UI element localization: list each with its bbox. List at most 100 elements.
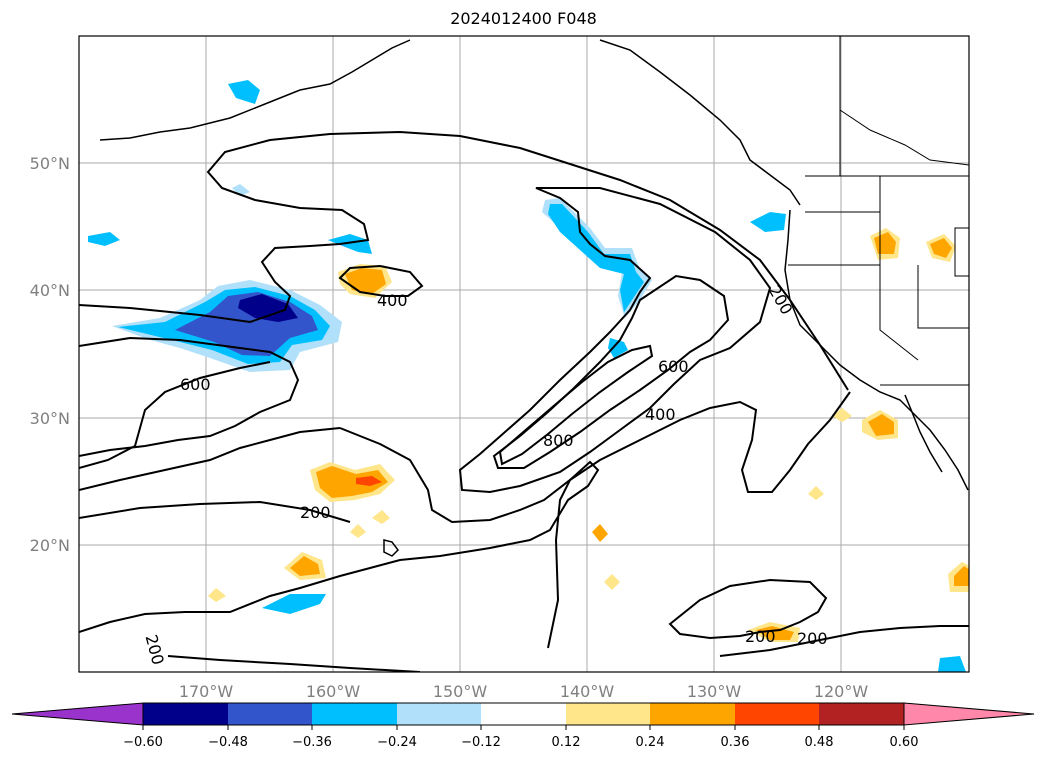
contour-200-southeast xyxy=(668,578,828,640)
chart-title: 2024012400 F048 xyxy=(450,9,597,28)
contour-200-bottom xyxy=(167,655,421,672)
coast-alaska-se xyxy=(599,39,801,206)
colorbar-segment xyxy=(481,703,566,725)
contour-600-west xyxy=(79,336,300,457)
contour-400-loop xyxy=(338,264,424,297)
lon-tick-label: 150°W xyxy=(433,682,488,701)
colorbar-tick-label: −0.12 xyxy=(461,735,501,750)
colorbar-extend-left xyxy=(11,702,144,726)
state-borders xyxy=(788,36,969,386)
contour-label-9: 200 xyxy=(797,629,828,648)
colorbar-extend-right xyxy=(903,702,1035,726)
contour-label-6: 400 xyxy=(645,405,676,424)
coast-aleutians xyxy=(99,39,411,141)
colorbar-tick-label: 0.24 xyxy=(636,735,665,750)
lon-tick-label: 170°W xyxy=(179,682,234,701)
contour-200-east xyxy=(79,460,600,649)
coast-baja xyxy=(904,394,943,473)
border-nv xyxy=(879,265,919,361)
lat-tick-labels: 50°N 40°N 30°N 20°N xyxy=(30,154,70,555)
shade-pos-small-6 xyxy=(372,510,390,524)
colorbar-tick-label: 0.60 xyxy=(890,735,919,750)
border-wy xyxy=(954,227,969,277)
contour-800 xyxy=(498,344,654,466)
shade-blob-west-edge xyxy=(88,232,120,246)
lon-tick-label: 120°W xyxy=(814,682,869,701)
shade-blob-tiny-1 xyxy=(232,184,250,196)
shade-pos-wyoming xyxy=(930,238,952,258)
lat-tick-label: 50°N xyxy=(30,154,70,173)
negative-shading xyxy=(88,80,966,672)
colorbar-tick-label: −0.60 xyxy=(123,735,163,750)
colorbar-segment xyxy=(819,703,904,725)
colorbar-tick-label: 0.48 xyxy=(805,735,834,750)
contour-600-west-inner xyxy=(79,361,271,469)
coastlines xyxy=(99,39,969,557)
lat-tick-label: 40°N xyxy=(30,281,70,300)
colorbar-segment xyxy=(735,703,819,725)
shade-pos-hawaii-west xyxy=(290,556,320,576)
contour-400-west xyxy=(79,427,341,491)
colorbar: −0.60 −0.48 −0.36 −0.24 −0.12 0.12 0.24 … xyxy=(11,702,1035,750)
colorbar-segment xyxy=(228,703,312,725)
contour-label-4: 800 xyxy=(543,431,574,450)
colorbar-border xyxy=(142,702,905,726)
contour-main-loop xyxy=(458,187,772,494)
lon-tick-label: 160°W xyxy=(306,682,361,701)
shade-blob-oregon xyxy=(750,212,786,232)
colorbar-segment xyxy=(566,703,650,725)
shade-pos-hawaii-north xyxy=(316,466,388,498)
shade-pos-small-7 xyxy=(350,524,366,538)
shade-pos-hawaii-core xyxy=(356,476,382,486)
contour-label-3: 600 xyxy=(180,375,211,394)
shade-pos-small-2 xyxy=(832,408,852,422)
contour-lines xyxy=(79,130,969,672)
lon-tick-labels: 170°W 160°W 150°W 140°W 130°W 120°W xyxy=(179,682,869,701)
colorbar-tick-label: −0.24 xyxy=(377,735,417,750)
shade-pos-small-4 xyxy=(604,574,620,590)
colorbar-tick-label: −0.36 xyxy=(292,735,332,750)
contour-label-1: 400 xyxy=(377,291,408,310)
border-bc xyxy=(839,109,969,166)
border-nv-ut xyxy=(917,265,969,329)
shade-pos-small-3 xyxy=(808,486,824,500)
coast-westcoast xyxy=(784,209,969,491)
contour-label-8: 200 xyxy=(745,627,776,646)
shade-pos-southeast xyxy=(756,626,794,640)
shade-blob-aleutian xyxy=(228,80,260,104)
colorbar-ticks xyxy=(142,725,905,730)
colorbar-segment xyxy=(143,703,228,725)
contour-400-east xyxy=(339,391,851,524)
shade-pos-small-5 xyxy=(208,588,226,602)
coast-hawaii xyxy=(383,539,399,557)
contour-label-5: 600 xyxy=(658,357,689,376)
colorbar-tick-label: 0.36 xyxy=(721,735,750,750)
shade-blob-hawaii-south xyxy=(262,594,326,614)
shade-pos-corner-se xyxy=(954,566,969,586)
colorbar-tick-label: −0.48 xyxy=(208,735,248,750)
shade-blob-corner-se xyxy=(938,656,966,672)
lat-tick-label: 30°N xyxy=(30,409,70,428)
lon-tick-label: 130°W xyxy=(687,682,742,701)
shade-blob-central-small xyxy=(608,338,628,358)
shade-blob-west-core xyxy=(238,294,298,322)
colorbar-segment xyxy=(312,703,397,725)
contour-label-2: 200 xyxy=(300,503,331,522)
lat-tick-label: 20°N xyxy=(30,536,70,555)
shade-blob-central-mid xyxy=(548,204,644,312)
colorbar-tick-labels: −0.60 −0.48 −0.36 −0.24 −0.12 0.12 0.24 … xyxy=(123,735,918,750)
colorbar-segment xyxy=(650,703,735,725)
shade-pos-small-1 xyxy=(592,524,608,542)
contour-200-south xyxy=(79,500,351,523)
shade-pos-baja xyxy=(868,414,894,436)
lon-tick-label: 140°W xyxy=(560,682,615,701)
contour-200-bottom-right xyxy=(719,625,969,657)
contour-600-inner xyxy=(492,274,730,469)
contour-200-north xyxy=(79,130,849,391)
shade-blob-midpacific xyxy=(328,234,372,254)
positive-shading xyxy=(208,228,969,642)
colorbar-segment xyxy=(397,703,481,725)
map-frame xyxy=(78,35,970,673)
colorbar-tick-label: 0.12 xyxy=(552,735,581,750)
